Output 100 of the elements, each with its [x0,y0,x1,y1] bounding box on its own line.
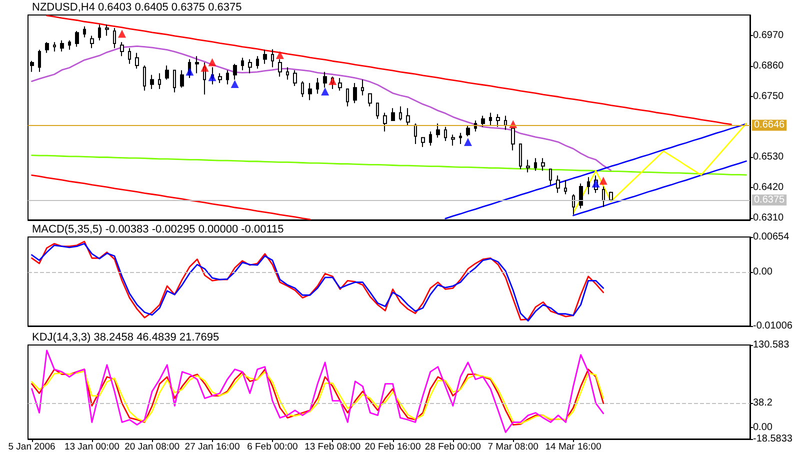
point [328,77,337,86]
candlestick [286,66,289,80]
candlestick [38,49,41,72]
y-tick-label: 0.00 [753,422,773,433]
candlestick [391,108,395,122]
candlestick [105,24,109,36]
point [208,58,216,66]
line-series [31,154,747,176]
x-tick-label: 13 Feb 08:00 [304,442,361,452]
candlestick [602,186,605,208]
point [208,73,216,82]
x-tick-label: 20 Jan 08:00 [124,442,180,452]
ref-line-label: 0.6646 [754,120,786,131]
y-tick-label: 0.6750 [753,90,784,102]
candlestick [278,58,282,78]
line-series [572,160,747,216]
candlestick [383,112,387,132]
y-tick-label: -18.5833 [753,434,793,444]
candlestick [271,48,274,68]
y-tick-label: 0.00 [753,266,773,278]
x-tick-label: 13 Jan 00:00 [64,442,120,452]
candlestick [406,108,410,126]
candlestick [556,174,560,194]
candlestick [30,60,34,72]
point [276,51,284,60]
y-tick-label: 0.6860 [753,60,784,72]
point [321,88,330,96]
candlestick [489,112,492,126]
ref-line-label: 0.6375 [754,194,786,206]
line-series [31,46,612,171]
candlestick [143,65,146,92]
candlestick [53,42,56,52]
candlestick [150,74,154,90]
candlestick [572,194,575,216]
candlestick [609,191,613,201]
candlestick [481,115,485,128]
candlestick [75,30,79,48]
candlestick [113,27,116,49]
candlestick [120,42,124,57]
candlestick [248,58,252,74]
candlestick [173,70,176,93]
line-series [444,123,747,220]
candlestick [459,132,462,144]
y-tick-label: -0.01006 [753,320,793,332]
candlestick [195,56,199,74]
candlestick [128,48,131,64]
candlestick [165,65,169,80]
candlestick [549,168,552,186]
candlestick [368,93,372,107]
line-series [31,350,604,434]
candlestick [376,102,379,120]
candlestick [361,79,364,96]
x-tick-label: 28 Feb 00:00 [424,442,481,452]
x-tick-label: 6 Feb 00:00 [247,442,298,452]
point [118,30,126,38]
candlestick [496,114,500,128]
point [230,80,239,88]
candlestick [429,131,432,146]
candlestick [308,82,312,101]
point [599,176,608,185]
x-tick-label: 27 Jan 16:00 [184,442,240,452]
candlestick [414,123,417,144]
y-tick-label: 0.6420 [753,182,784,194]
y-tick-label: 0.00654 [753,232,790,242]
candlestick [541,158,545,172]
line-series [46,14,732,126]
point [186,68,194,76]
point [200,64,209,72]
candlestick [135,52,139,70]
candlestick [587,176,590,195]
candlestick [451,134,455,146]
line-series [31,174,311,220]
candlestick [526,159,530,173]
candlestick [316,77,319,94]
candlestick [338,77,342,92]
y-tick-label: 0.6530 [753,152,784,163]
chart-title: NZDUSD,H4 0.6403 0.6405 0.6375 0.6375 [32,2,242,14]
candlestick [256,56,259,70]
candlestick [436,123,440,138]
x-tick-label: 5 Jan 2006 [8,442,56,452]
candlestick [241,57,244,71]
candlestick [301,80,304,98]
candlestick [45,42,49,54]
candlestick [226,70,229,85]
candlestick [519,143,522,170]
candlestick [68,40,71,50]
candlestick [60,40,64,52]
chart-title: KDJ(14,3,3) 38.2458 46.4839 21.7695 [32,332,220,344]
candlestick [444,126,447,142]
y-tick-label: 0.6970 [753,30,784,42]
candlestick [511,128,515,151]
candlestick [218,72,222,84]
candlestick [293,70,297,86]
candlestick [180,70,184,88]
y-tick-label: 38.2 [753,398,773,409]
point [592,179,600,188]
candlestick [263,49,267,64]
x-tick-label: 20 Feb 16:00 [364,442,421,452]
candlestick [90,35,94,49]
candlestick [98,24,101,41]
